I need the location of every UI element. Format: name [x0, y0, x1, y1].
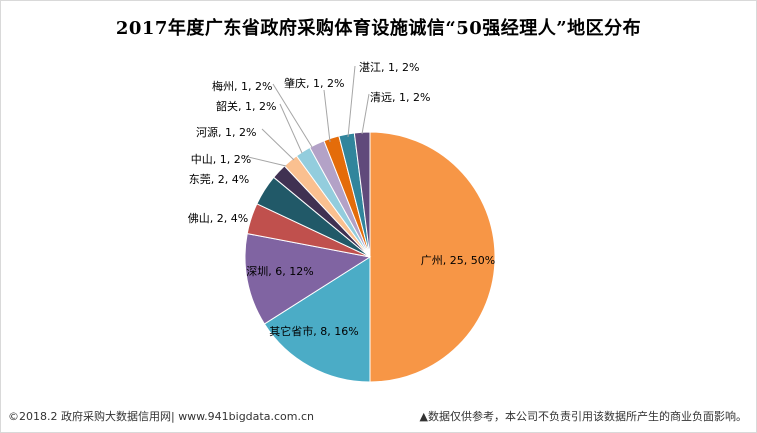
leader-line: [243, 155, 287, 167]
pie-slice: [369, 131, 496, 383]
slice-label: 其它省市, 8, 16%: [269, 324, 358, 338]
slice-label: 梅州, 1, 2%: [212, 79, 272, 93]
slice-label: 中山, 1, 2%: [191, 153, 251, 166]
leader-line: [261, 128, 295, 161]
leader-line: [279, 103, 303, 154]
slice-label: 东莞, 2, 4%: [189, 173, 249, 186]
slice-label: 广州, 25, 50%: [421, 254, 495, 267]
slice-label: 佛山, 2, 4%: [188, 212, 248, 225]
footer-source: ©2018.2 政府采购大数据信用网| www.941bigdata.com.c…: [8, 410, 314, 423]
footer-disclaimer: ▲数据仅供参考，本公司不负责引用该数据所产生的商业负面影响。: [419, 410, 747, 423]
slice-label: 湛江, 1, 2%: [359, 61, 419, 74]
slice-label: 深圳, 6, 12%: [246, 265, 313, 278]
pie-slice: [244, 232, 372, 325]
leader-line: [361, 93, 370, 135]
leader-line: [347, 65, 356, 138]
leader-line: [272, 83, 313, 148]
slice-label: 肇庆, 1, 2%: [284, 76, 344, 90]
data-labels: 广州, 25, 50% 其它省市, 8, 16% 深圳, 6, 12% 佛山, 2, …: [188, 61, 495, 338]
pie-slices: [244, 131, 496, 383]
slice-label: 韶关, 1, 2%: [216, 99, 276, 113]
slice-label: 河源, 1, 2%: [196, 125, 256, 139]
chart-title: 2017年度广东省政府采购体育设施诚信“50强经理人”地区分布: [115, 18, 642, 39]
pie-slice: [263, 256, 371, 383]
slice-label: 清远, 1, 2%: [370, 91, 430, 104]
leader-line: [323, 89, 331, 143]
leader-lines: [243, 65, 370, 167]
